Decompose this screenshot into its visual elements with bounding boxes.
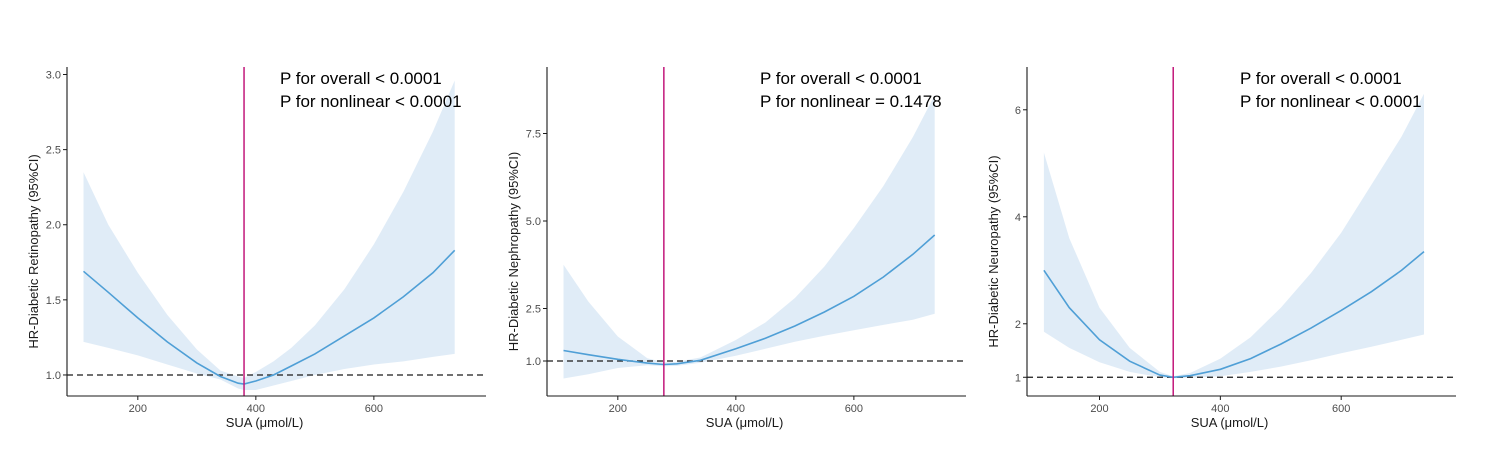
- x-tick-label: 200: [609, 403, 627, 415]
- x-tick-label: 400: [727, 403, 745, 415]
- y-tick-label: 2.5: [526, 304, 541, 316]
- y-tick-label: 7.5: [526, 129, 541, 141]
- p-value-annotation: P for overall < 0.0001: [280, 69, 442, 88]
- y-tick-label: 5.0: [526, 216, 541, 228]
- x-tick-label: 600: [845, 403, 863, 415]
- x-tick-label: 400: [1211, 403, 1229, 415]
- x-tick-label: 400: [247, 403, 265, 415]
- y-tick-label: 2: [1015, 319, 1021, 331]
- x-tick-label: 600: [1332, 403, 1350, 415]
- y-tick-label: 6: [1015, 105, 1021, 117]
- p-value-annotation: P for nonlinear < 0.0001: [1240, 92, 1422, 111]
- y-tick-label: 2.0: [46, 220, 61, 232]
- confidence-band: [83, 80, 455, 390]
- x-tick-label: 600: [365, 403, 383, 415]
- x-tick-label: 200: [129, 403, 147, 415]
- hr-curve: [82, 249, 456, 385]
- y-axis-title: HR-Diabetic Retinopathy (95%CI): [26, 154, 41, 348]
- confidence-band: [563, 95, 935, 379]
- y-tick-label: 4: [1015, 212, 1021, 224]
- p-value-annotation: P for nonlinear < 0.0001: [280, 92, 462, 111]
- x-axis-title: SUA (μmol/L): [226, 415, 304, 430]
- y-axis-title: HR-Diabetic Neuropathy (95%CI): [986, 155, 1001, 347]
- y-tick-label: 1: [1015, 372, 1021, 384]
- y-tick-label: 2.5: [46, 145, 61, 157]
- confidence-band: [1043, 93, 1424, 379]
- p-value-annotation: P for overall < 0.0001: [760, 69, 922, 88]
- y-tick-label: 1.0: [46, 370, 61, 382]
- hr-curve: [1043, 250, 1425, 379]
- p-value-annotation: P for nonlinear = 0.1478: [760, 92, 942, 111]
- y-tick-label: 1.0: [526, 356, 541, 368]
- x-axis-title: SUA (μmol/L): [1191, 415, 1269, 430]
- chart-panel-1: 200 400 600 1.0 1.5 2.0 2.5 3.0 SUA (μmol/L) HR-D…: [26, 67, 486, 430]
- chart-panel-3: 200 400 600 1 2 4 6 SUA (μmol/L) HR-Diabetic Neu…: [986, 67, 1456, 430]
- chart-panel-2: 200 400 600 1.0 2.5 5.0 7.5 SUA (μmol/L) HR-Diab…: [506, 67, 966, 430]
- y-tick-label: 3.0: [46, 70, 61, 82]
- p-value-annotation: P for overall < 0.0001: [1240, 69, 1402, 88]
- y-axis-title: HR-Diabetic Nephropathy (95%CI): [506, 152, 521, 351]
- y-tick-label: 1.5: [46, 295, 61, 307]
- x-axis-title: SUA (μmol/L): [706, 415, 784, 430]
- x-tick-label: 200: [1090, 403, 1108, 415]
- hr-curve: [563, 234, 936, 366]
